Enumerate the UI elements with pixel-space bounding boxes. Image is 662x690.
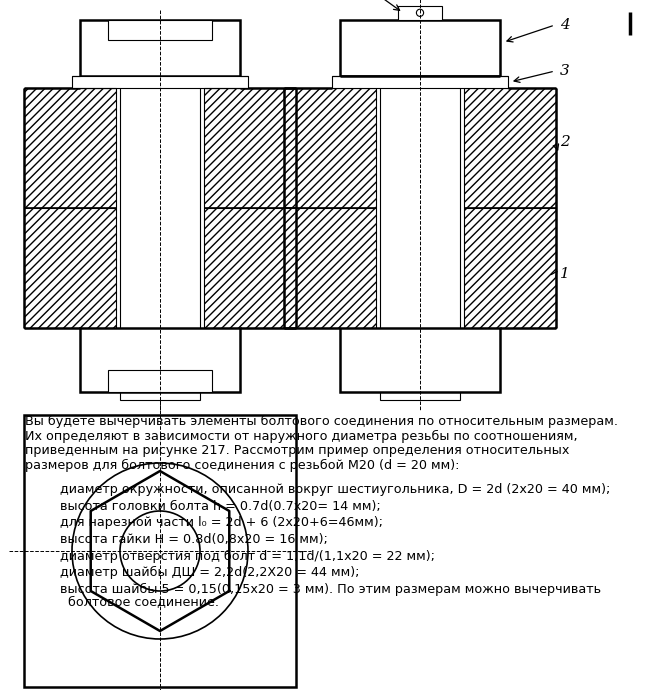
Text: для нарезной части l₀ = 2d + 6 (2х20+6=46мм);: для нарезной части l₀ = 2d + 6 (2х20+6=4…: [60, 516, 383, 529]
Bar: [24, 208, 296, 328]
Bar: [24, 415, 296, 687]
Text: диаметр шайбы ДШ = 2,2d(2,2Х20 = 44 мм);: диаметр шайбы ДШ = 2,2d(2,2Х20 = 44 мм);: [60, 566, 359, 580]
Bar: [380, 76, 460, 400]
Bar: [80, 328, 240, 392]
Bar: [376, 88, 464, 208]
Bar: [340, 20, 500, 76]
Text: диаметр отверстия под болт d = 1,1d/(1,1х20 = 22 мм);: диаметр отверстия под болт d = 1,1d/(1,1…: [60, 550, 435, 563]
Text: 1: 1: [560, 267, 570, 281]
Text: высота головки болта h = 0.7d(0.7х20= 14 мм);: высота головки болта h = 0.7d(0.7х20= 14…: [60, 500, 381, 513]
Bar: [120, 76, 200, 400]
Bar: [116, 208, 204, 328]
Text: болтовое соединение.: болтовое соединение.: [68, 595, 219, 608]
Bar: [284, 88, 556, 208]
Bar: [108, 20, 212, 39]
Text: высота гайки H = 0.8d(0,8х20 = 16 мм);: высота гайки H = 0.8d(0,8х20 = 16 мм);: [60, 533, 328, 546]
Bar: [398, 6, 442, 20]
Bar: [340, 328, 500, 392]
Bar: [116, 88, 204, 208]
Text: Их определяют в зависимости от наружного диаметра резьбы по соотношениям,: Их определяют в зависимости от наружного…: [25, 429, 578, 442]
Bar: [80, 20, 240, 76]
Bar: [332, 76, 508, 88]
Bar: [24, 88, 296, 208]
Text: 4: 4: [560, 18, 570, 32]
Text: приведенным на рисунке 217. Рассмотрим пример определения относительных: приведенным на рисунке 217. Рассмотрим п…: [25, 444, 569, 457]
Circle shape: [120, 511, 200, 591]
Text: Вы будете вычерчивать элементы болтового соединения по относительным размерам.: Вы будете вычерчивать элементы болтового…: [25, 415, 618, 428]
Bar: [108, 370, 212, 392]
Text: размеров для болтового соединения с резьбой М20 (d = 20 мм):: размеров для болтового соединения с резь…: [25, 458, 459, 471]
Bar: [284, 208, 556, 328]
Bar: [376, 208, 464, 328]
Bar: [72, 76, 248, 88]
Text: 3: 3: [560, 64, 570, 78]
Text: диаметр окружности, описанной вокруг шестиугольника, D = 2d (2х20 = 40 мм);: диаметр окружности, описанной вокруг шес…: [60, 483, 610, 496]
Text: 2: 2: [560, 135, 570, 149]
Text: высота шайбы 5 = 0,15(0,15х20 = 3 мм). По этим размерам можно вычерчивать: высота шайбы 5 = 0,15(0,15х20 = 3 мм). П…: [60, 583, 601, 596]
Circle shape: [72, 463, 248, 639]
